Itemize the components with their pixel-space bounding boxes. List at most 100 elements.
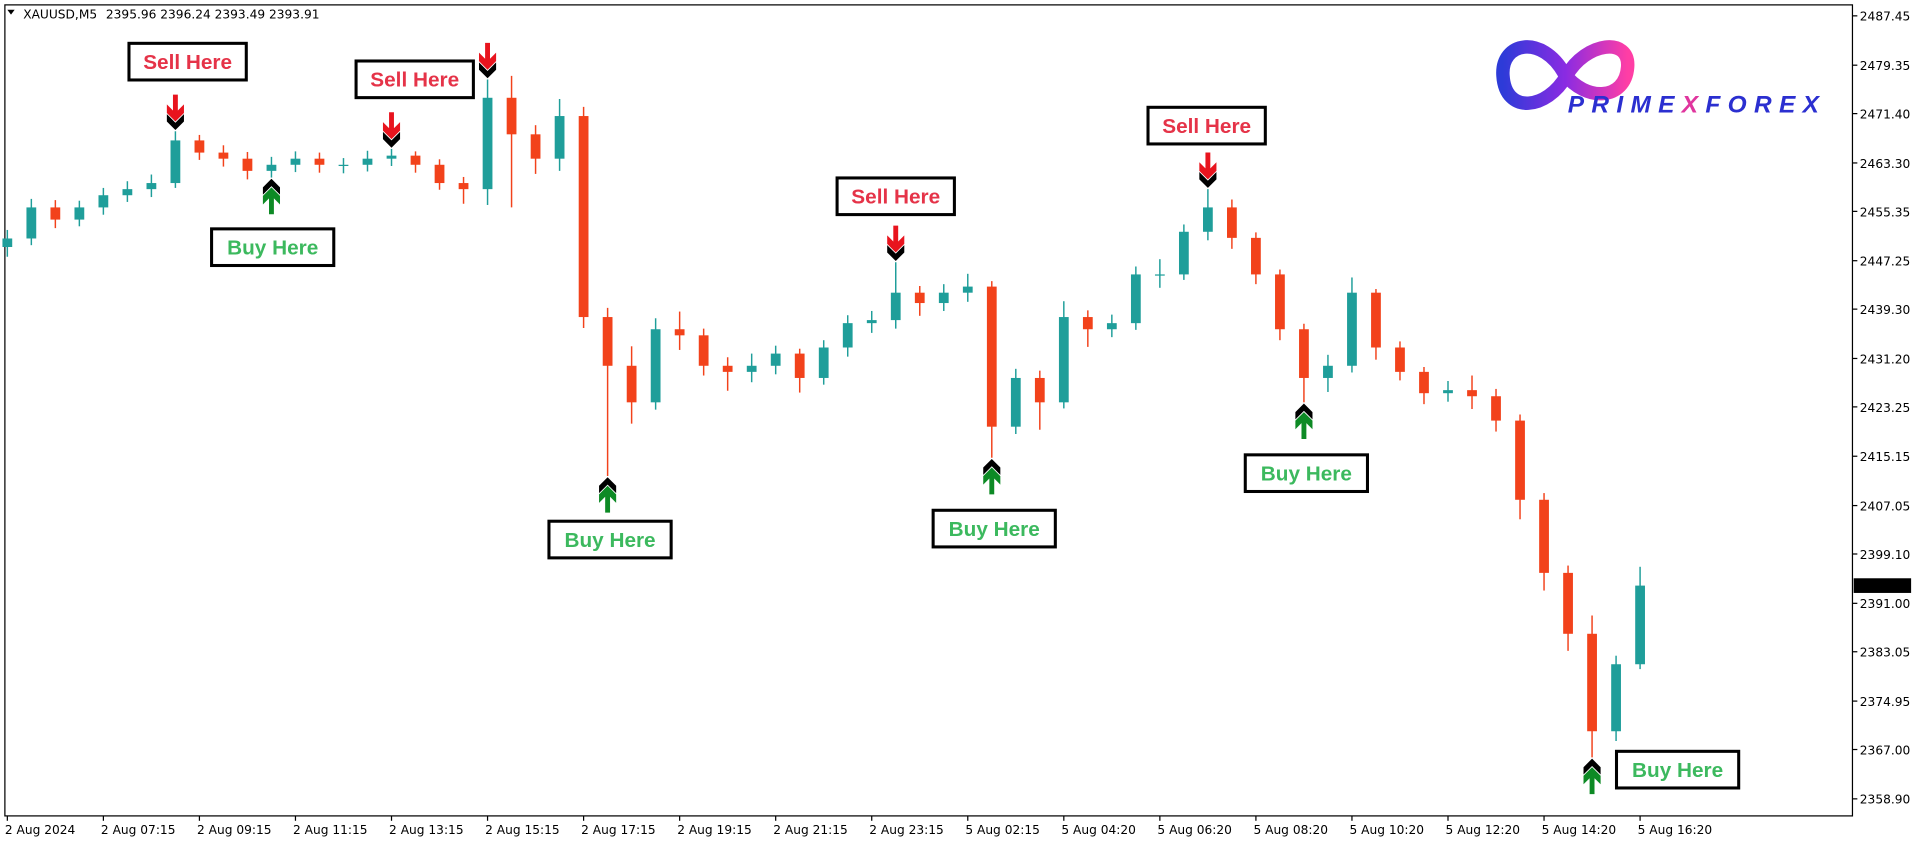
- signal-label: Sell Here: [370, 69, 459, 92]
- arrow-shaft: [479, 42, 497, 70]
- candle-body: [1275, 274, 1285, 330]
- candle-body: [434, 164, 445, 184]
- logo-part: PRIME: [1568, 91, 1682, 118]
- arrow-shaft: [1199, 152, 1217, 180]
- x-tick-label: 2 Aug 09:15: [197, 823, 272, 837]
- candle-body: [362, 158, 373, 165]
- candle-body: [218, 152, 229, 159]
- candle-body: [674, 329, 685, 336]
- candle-body: [626, 365, 637, 403]
- candle-body: [1611, 664, 1621, 732]
- arrow-shaft: [1295, 412, 1313, 439]
- arrow-chevron: [382, 131, 401, 148]
- arrow-chevron: [479, 62, 497, 79]
- candle-body: [890, 292, 901, 321]
- candle-body: [26, 207, 37, 239]
- signal-box: [1614, 749, 1741, 790]
- candle-body: [914, 292, 925, 304]
- candle-body: [1202, 207, 1213, 232]
- sell-arrow: [166, 94, 184, 131]
- y-tick-label: 2399.10: [1860, 548, 1910, 562]
- arrow-chevron: [983, 458, 1001, 475]
- arrow-shaft: [599, 485, 617, 513]
- candle-body: [1082, 317, 1093, 330]
- arrow-chevron: [1583, 758, 1601, 775]
- candle-body: [266, 164, 277, 171]
- candle-body: [794, 353, 805, 378]
- candle-body: [410, 155, 421, 165]
- candle-body: [1419, 371, 1429, 394]
- candle-body: [1178, 231, 1189, 275]
- signal-label: Sell Here: [851, 186, 940, 209]
- signal-box: [1243, 453, 1369, 494]
- arrow-chevron: [166, 114, 184, 131]
- candle-body: [650, 329, 661, 403]
- x-tick-label: 2 Aug 19:15: [677, 823, 752, 837]
- x-tick-label: 2 Aug 23:15: [869, 823, 944, 837]
- buy-arrow: [983, 458, 1001, 495]
- candle-body: [1395, 347, 1405, 372]
- candle-body: [98, 195, 109, 208]
- candle-body: [698, 335, 709, 366]
- y-tick-label: 2471.40: [1860, 107, 1910, 121]
- candle-body: [554, 116, 565, 159]
- candle-body: [482, 97, 493, 190]
- sell-arrow: [382, 112, 401, 148]
- header-high: 2396.24: [160, 7, 211, 21]
- x-tick-label: 2 Aug 11:15: [293, 823, 368, 837]
- candle-body: [938, 292, 949, 304]
- sell-arrow: [887, 225, 905, 262]
- x-tick-label: 5 Aug 14:20: [1542, 823, 1617, 837]
- arrow-shaft: [382, 112, 401, 140]
- x-tick-label: 5 Aug 10:20: [1350, 823, 1425, 837]
- y-tick-label: 2431.20: [1860, 352, 1910, 366]
- candle-body: [242, 158, 253, 171]
- x-tick-label: 2 Aug 07:15: [101, 823, 176, 837]
- candle-body: [170, 140, 181, 184]
- y-tick-label: 2479.35: [1860, 59, 1910, 73]
- logo-icon: [1496, 40, 1635, 110]
- x-tick-label: 5 Aug 04:20: [1061, 823, 1136, 837]
- candle-body: [1347, 292, 1357, 366]
- candle-body: [602, 317, 613, 366]
- candle-body: [194, 140, 205, 153]
- signal-label: Buy Here: [227, 237, 318, 260]
- candle-body: [1467, 390, 1477, 397]
- header-low: 2393.49: [215, 7, 265, 21]
- logo-part: FOREX: [1705, 91, 1826, 118]
- arrow-shaft: [166, 94, 184, 122]
- candle-body: [722, 365, 733, 372]
- buy-arrow: [599, 477, 617, 513]
- logo-part: X: [1680, 91, 1706, 118]
- logo-text: PRIMEXFOREX: [1568, 91, 1826, 118]
- y-tick-label: 2383.05: [1860, 646, 1910, 660]
- sell-arrow: [1199, 152, 1217, 188]
- arrow-chevron: [1295, 403, 1313, 420]
- y-tick-label: 2447.25: [1860, 255, 1910, 269]
- signal-label: Buy Here: [949, 518, 1040, 541]
- candle-body: [866, 320, 877, 324]
- candle-body: [1106, 323, 1117, 330]
- header-open: 2395.96: [106, 7, 156, 21]
- y-tick-label: 2487.45: [1860, 10, 1910, 24]
- y-tick-label: 2391.00: [1860, 597, 1910, 611]
- signal-box: [931, 508, 1057, 549]
- candle-body: [50, 207, 61, 220]
- candle-body: [530, 134, 541, 159]
- x-tick-label: 2 Aug 17:15: [581, 823, 656, 837]
- candle-body: [1491, 396, 1501, 421]
- price-tag: [1853, 578, 1912, 593]
- signal-box: [1146, 105, 1267, 146]
- y-tick-label: 2374.95: [1860, 695, 1910, 709]
- arrow-chevron: [599, 477, 617, 494]
- plot-frame: [4, 4, 1854, 817]
- candle-body: [1635, 585, 1645, 665]
- x-tick-label: 5 Aug 16:20: [1638, 823, 1713, 837]
- signal-label: Buy Here: [564, 529, 655, 552]
- candle-body: [962, 286, 973, 293]
- buy-arrow: [1583, 758, 1601, 795]
- candle-body: [74, 207, 85, 220]
- signal-label: Sell Here: [1162, 115, 1251, 138]
